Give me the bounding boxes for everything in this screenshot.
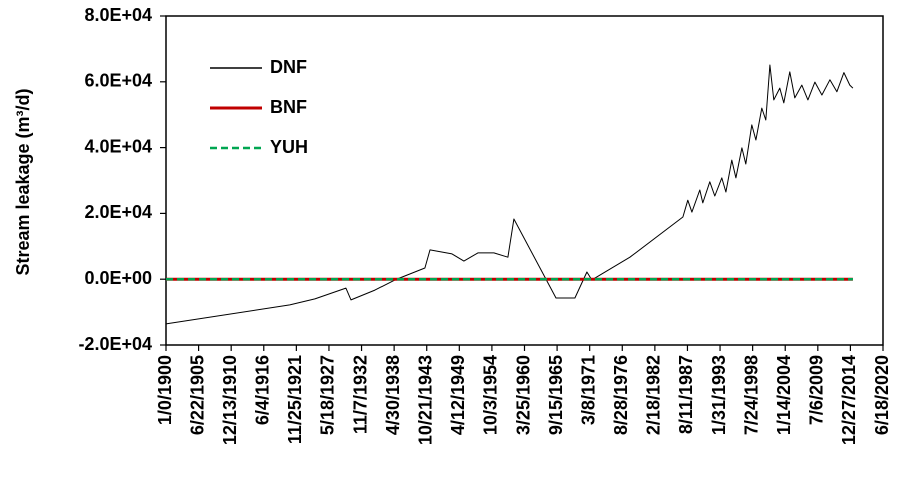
x-tick-label: 7/6/2009 [807,355,827,425]
x-tick-label: 6/22/1905 [187,355,207,435]
y-tick-label: 2.0E+04 [84,202,152,222]
legend-label: DNF [270,57,307,77]
x-tick-label: 9/15/1965 [546,355,566,435]
x-tick-label: 12/13/1910 [220,355,240,445]
x-tick-label: 1/14/2004 [774,355,794,435]
x-tick-label: 11/7/1932 [350,355,370,434]
x-tick-label: 10/21/1943 [415,355,435,445]
x-tick-label: 3/8/1971 [578,355,598,425]
y-tick-label: 6.0E+04 [84,71,152,91]
x-tick-label: 12/27/2014 [839,355,859,445]
x-tick-label: 1/31/1993 [709,355,729,435]
x-tick-label: 6/18/2020 [872,355,892,435]
x-tick-label: 4/12/1949 [448,355,468,435]
x-tick-label: 11/25/1921 [285,355,305,444]
x-tick-label: 6/4/1916 [253,355,273,425]
x-tick-label: 1/0/1900 [155,355,175,425]
x-tick-label: 3/25/1960 [513,355,533,435]
x-tick-label: 8/28/1976 [611,355,631,435]
x-tick-label: 10/3/1954 [481,355,501,435]
legend-label: YUH [270,137,308,157]
legend-label: BNF [270,97,307,117]
x-tick-label: 5/18/1927 [318,355,338,435]
x-tick-label: 4/30/1938 [383,355,403,435]
y-tick-label: 0.0E+00 [84,268,152,288]
y-tick-label: -2.0E+04 [78,334,152,354]
x-tick-label: 2/18/1982 [644,355,664,435]
y-tick-label: 8.0E+04 [84,5,152,25]
x-tick-label: 7/24/1998 [741,355,761,435]
y-axis-label: Stream leakage (m³/d) [13,88,33,275]
x-tick-label: 8/11/1987 [676,355,696,434]
y-tick-label: 4.0E+04 [84,136,152,156]
series-line [165,64,854,325]
